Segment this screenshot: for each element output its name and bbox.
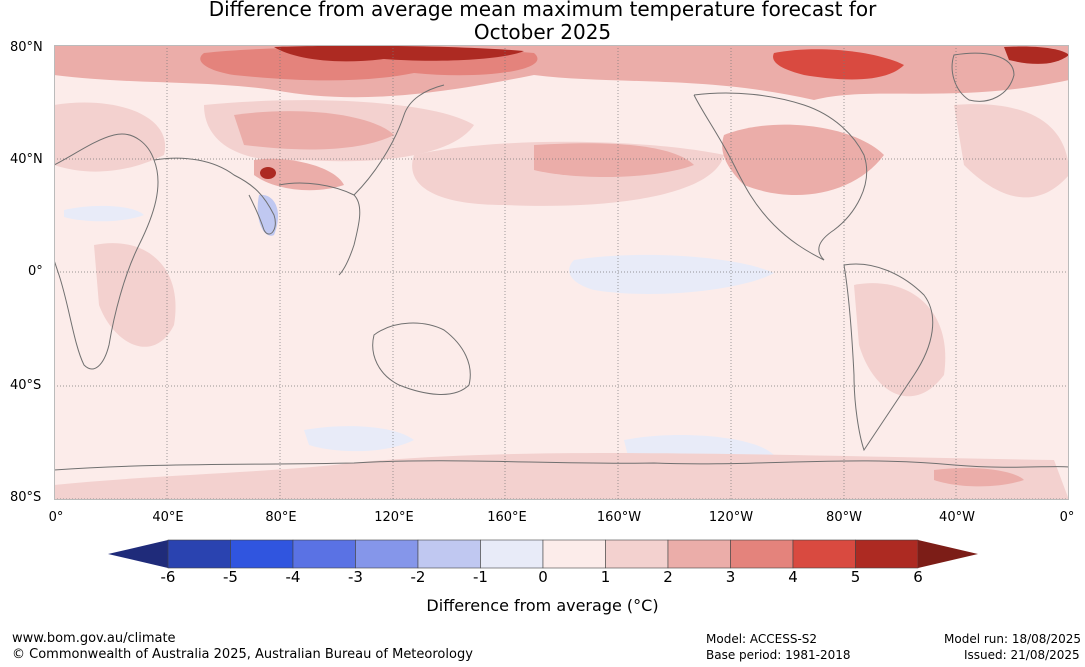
- region-himalaya: [254, 158, 344, 191]
- lon-label-40e: 40°E: [152, 510, 184, 525]
- lon-label-80w: 80°W: [826, 510, 862, 525]
- region-siberia-veryhot: [274, 45, 524, 62]
- colorbar-tick-label: -5: [223, 568, 238, 586]
- colorbar-tick-label: 4: [788, 568, 798, 586]
- colorbar-segment: [542, 539, 606, 569]
- footer-copyright: © Commonwealth of Australia 2025, Austra…: [12, 647, 473, 662]
- region-equatorial-pacific-cool: [569, 254, 774, 294]
- colorbar-segment: [480, 539, 544, 569]
- colorbar-tick-label: -4: [285, 568, 301, 586]
- lat-label-40s: 40°S: [10, 378, 42, 393]
- region-europe: [54, 102, 166, 172]
- region-antarctic-mid: [934, 468, 1024, 487]
- region-pacific-north-mid: [534, 143, 694, 177]
- colorbar-tick-label: 0: [538, 568, 548, 586]
- lon-label-0-left: 0°: [48, 510, 64, 525]
- anomaly-regions: [54, 45, 1069, 500]
- colorbar-segment: [167, 539, 231, 569]
- lat-label-40n: 40°N: [10, 152, 43, 167]
- chart-title-line1: Difference from average mean maximum tem…: [208, 0, 877, 21]
- colorbar-segment: [730, 539, 794, 569]
- region-greenland-hot: [1004, 46, 1069, 64]
- region-indian-ocean-cool: [64, 205, 144, 222]
- chart-title-line2: October 2025: [473, 20, 612, 44]
- colorbar-extend-low: [108, 540, 168, 568]
- region-southern-ocean-cool: [304, 426, 414, 452]
- lon-label-40w: 40°W: [939, 510, 975, 525]
- colorbar-segment: [417, 539, 481, 569]
- region-antarctic-warm: [54, 453, 1069, 500]
- region-asia-mid: [234, 111, 394, 150]
- region-south-america-warm: [854, 283, 946, 397]
- coastlines: [54, 52, 1069, 471]
- colorbar-tick-label: -2: [410, 568, 426, 586]
- lon-label-160w: 160°W: [596, 510, 642, 525]
- colorbar-tick-label: -3: [348, 568, 363, 586]
- colorbar-tick-label: 5: [850, 568, 861, 586]
- colorbar-segment: [667, 539, 731, 569]
- colorbar-extend-high: [918, 540, 978, 568]
- lat-label-0: 0°: [28, 264, 43, 279]
- temperature-anomaly-map: [54, 45, 1069, 500]
- lat-label-80s: 80°S: [10, 490, 42, 505]
- colorbar-tick-label: 1: [600, 568, 611, 586]
- footer-website: www.bom.gov.au/climate: [12, 631, 176, 646]
- footer-model: Model: ACCESS-S2: [706, 632, 818, 646]
- colorbar-tick-label: 6: [913, 568, 923, 586]
- colorbar-tick-label: -6: [160, 568, 176, 586]
- map-border: [54, 45, 1069, 500]
- colorbar-segment: [230, 539, 294, 569]
- region-himalaya-hotspot: [260, 167, 276, 179]
- footer-model-run: Model run: 18/08/2025: [944, 632, 1082, 646]
- colorbar-segment: [292, 539, 356, 569]
- lon-label-80e: 80°E: [265, 510, 297, 525]
- region-atlantic-north: [954, 104, 1069, 198]
- lon-label-160e: 160°E: [487, 510, 527, 525]
- lat-label-80n: 80°N: [10, 40, 43, 55]
- region-africa-warm: [94, 243, 176, 347]
- region-north-america: [722, 124, 884, 195]
- colorbar-segment: [355, 539, 419, 569]
- footer-issued: Issued: 21/08/2025: [964, 648, 1080, 662]
- colorbar-label: Difference from average (°C): [426, 596, 659, 615]
- colorbar-segment: [855, 539, 919, 569]
- lon-label-120e: 120°E: [374, 510, 414, 525]
- colorbar-tick-label: 3: [725, 568, 736, 586]
- footer-base-period: Base period: 1981-2018: [706, 648, 851, 662]
- colorbar-segment: [792, 539, 856, 569]
- colorbar: [108, 539, 978, 569]
- colorbar-tick-label: 2: [663, 568, 673, 586]
- region-canada-hot: [773, 49, 904, 80]
- colorbar-segment: [605, 539, 669, 569]
- lon-label-0-right: 0°: [1059, 510, 1075, 525]
- lon-label-120w: 120°W: [708, 510, 754, 525]
- colorbar-tick-label: -1: [473, 568, 488, 586]
